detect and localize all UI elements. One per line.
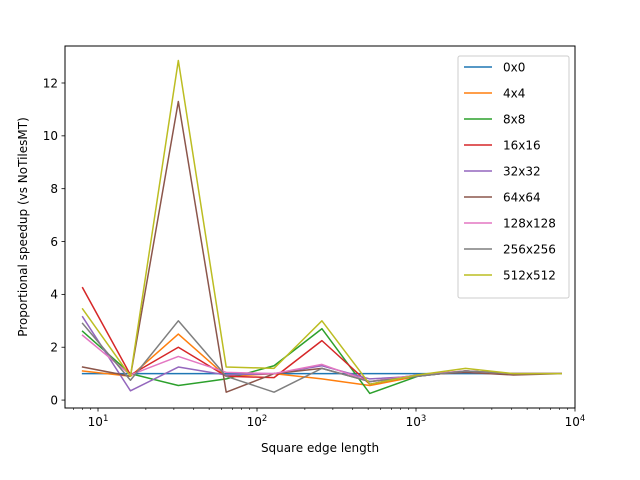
axis-ticks: 101 102 103 104 0 2 4 6 8 10 12 — [43, 76, 586, 429]
x-tick-label: 102 — [247, 414, 268, 429]
legend: 0x0 4x4 8x8 16x16 32x32 64x64 128x128 256x256 51… — [457, 55, 570, 299]
legend-label-0x0: 0x0 — [503, 60, 525, 74]
series-line-256x256 — [81, 320, 562, 393]
y-axis-title: Proportional speedup (vs NoTilesMT) — [16, 117, 30, 337]
x-axis-title: Square edge length — [261, 441, 379, 455]
x-tick-label: 103 — [406, 414, 427, 429]
series-line-128x128 — [81, 334, 562, 383]
series-line-16x16 — [81, 286, 562, 385]
legend-label-512x512: 512x512 — [503, 268, 556, 282]
legend-label-4x4: 4x4 — [503, 86, 525, 100]
y-tick-label: 4 — [50, 288, 58, 302]
series-lines — [81, 59, 563, 395]
legend-label-64x64: 64x64 — [503, 190, 541, 204]
x-tick-label: 104 — [565, 414, 586, 429]
series-line-512x512 — [81, 59, 562, 385]
x-tick-label: 101 — [88, 414, 109, 429]
legend-label-256x256: 256x256 — [503, 242, 556, 256]
y-tick-label: 0 — [50, 393, 58, 407]
legend-label-8x8: 8x8 — [503, 112, 525, 126]
legend-box — [457, 55, 570, 299]
series-line-4x4 — [81, 333, 562, 387]
plot-frame — [64, 45, 576, 409]
legend-label-128x128: 128x128 — [503, 216, 556, 230]
legend-label-16x16: 16x16 — [503, 138, 541, 152]
y-tick-label: 6 — [50, 235, 58, 249]
y-tick-label: 12 — [43, 76, 58, 90]
legend-label-32x32: 32x32 — [503, 164, 541, 178]
y-tick-label: 8 — [50, 182, 58, 196]
series-line-32x32 — [81, 315, 562, 392]
y-tick-label: 10 — [43, 129, 58, 143]
y-tick-label: 2 — [50, 341, 58, 355]
